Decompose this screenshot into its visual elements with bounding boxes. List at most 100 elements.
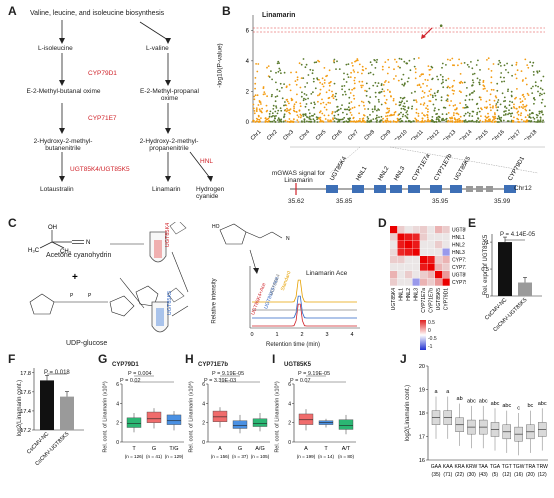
manhattan-point — [446, 58, 449, 61]
heatmap-col-label: UGT85K5 — [436, 288, 442, 310]
manhattan-point — [353, 87, 355, 90]
manhattan-point — [343, 72, 345, 75]
manhattan-point — [307, 109, 310, 111]
manhattan-point — [424, 120, 426, 122]
assay-illustration: OH H₃C CH₃ N + P P — [28, 222, 290, 333]
panel-label-h: H — [185, 352, 194, 366]
manhattan-point — [397, 79, 400, 82]
manhattan-point — [503, 96, 506, 99]
compound-l-valine: L-valine — [146, 45, 169, 52]
manhattan-point — [432, 96, 434, 99]
manhattan-point — [368, 121, 371, 123]
manhattan-point — [519, 98, 522, 100]
heatmap-cell — [435, 248, 443, 256]
manhattan-point — [371, 64, 373, 66]
manhattan-point — [533, 102, 535, 105]
manhattan-point — [492, 89, 495, 91]
heatmap-cell — [412, 256, 420, 264]
manhattan-point — [317, 100, 319, 103]
heatmap-cell — [405, 233, 413, 241]
manhattan-point — [517, 121, 520, 123]
manhattan-point — [298, 62, 301, 65]
heatmap-col-label: CYP71E7a — [421, 288, 427, 313]
manhattan-point — [445, 118, 447, 121]
gene-label: UGT85K4 — [330, 155, 349, 182]
manhattan-point — [395, 121, 398, 123]
manhattan-point — [401, 120, 404, 122]
heatmap-cell — [442, 226, 450, 234]
manhattan-point — [440, 82, 443, 85]
manhattan-point — [303, 118, 306, 121]
manhattan-point — [515, 77, 518, 80]
manhattan-point — [399, 96, 402, 99]
manhattan-point — [450, 100, 452, 102]
manhattan-point — [405, 120, 407, 123]
manhattan-point — [480, 107, 482, 110]
manhattan-point — [388, 66, 390, 69]
manhattan-point — [541, 111, 543, 114]
manhattan-point — [407, 77, 410, 79]
heatmap-cell — [427, 263, 435, 271]
bar-ytick-label: 1 — [486, 240, 489, 246]
manhattan-point — [369, 114, 371, 116]
manhattan-point — [467, 111, 469, 114]
gene-box — [352, 185, 364, 193]
manhattan-point — [405, 111, 408, 114]
heatmap-cell — [412, 226, 420, 234]
manhattan-point — [374, 67, 377, 69]
manhattan-point — [350, 71, 352, 74]
manhattan-point — [283, 116, 285, 119]
manhattan-point — [427, 118, 429, 121]
manhattan-point — [342, 93, 344, 96]
manhattan-point — [316, 121, 319, 123]
manhattan-point — [386, 115, 389, 117]
box-n-label: (n = 105) — [251, 454, 270, 459]
manhattan-point — [505, 110, 507, 112]
manhattan-point — [376, 116, 378, 119]
manhattan-point — [517, 113, 520, 116]
manhattan-point — [419, 75, 421, 78]
heatmap-cell — [412, 233, 420, 241]
gene-label: UGT85K5 — [454, 155, 473, 182]
manhattan-point — [505, 107, 508, 109]
manhattan-point — [392, 98, 395, 100]
manhattan-point — [516, 88, 518, 90]
manhattan-point — [293, 105, 295, 108]
manhattan-point — [350, 101, 353, 103]
manhattan-point — [458, 117, 460, 120]
heatmap-cell — [427, 226, 435, 234]
heatmap-cell — [427, 241, 435, 249]
manhattan-point — [497, 115, 500, 118]
manhattan-point — [433, 92, 436, 95]
manhattan-point — [335, 68, 337, 70]
manhattan-point — [489, 120, 492, 122]
manhattan-point — [404, 105, 406, 108]
manhattan-point — [361, 72, 363, 75]
manhattan-point — [420, 73, 423, 76]
manhattan-point — [479, 69, 481, 71]
heatmap-cell — [390, 241, 398, 249]
manhattan-point — [262, 93, 265, 96]
manhattan-point — [267, 65, 270, 67]
manhattan-point — [539, 116, 542, 119]
panel-label-c: C — [8, 216, 17, 230]
manhattan-point — [385, 121, 388, 123]
manhattan-point — [451, 121, 454, 123]
manhattan-point — [476, 119, 478, 122]
manhattan-point — [305, 63, 308, 66]
manhattan-point — [388, 107, 390, 110]
manhattan-point — [323, 106, 326, 109]
manhattan-point — [347, 63, 350, 65]
manhattan-point — [368, 87, 371, 90]
manhattan-point — [302, 115, 305, 117]
manhattan-point — [266, 66, 268, 69]
box — [126, 417, 142, 428]
manhattan-point — [374, 107, 376, 109]
manhattan-point — [259, 110, 261, 112]
chrom-xtick-label: 2 — [300, 332, 303, 338]
heatmap-col-label: CYP71E7b — [429, 288, 435, 313]
manhattan-point — [341, 85, 343, 88]
compound-linamarin: Linamarin — [152, 186, 181, 193]
manhattan-point — [417, 57, 420, 59]
manhattan-point — [434, 107, 436, 109]
